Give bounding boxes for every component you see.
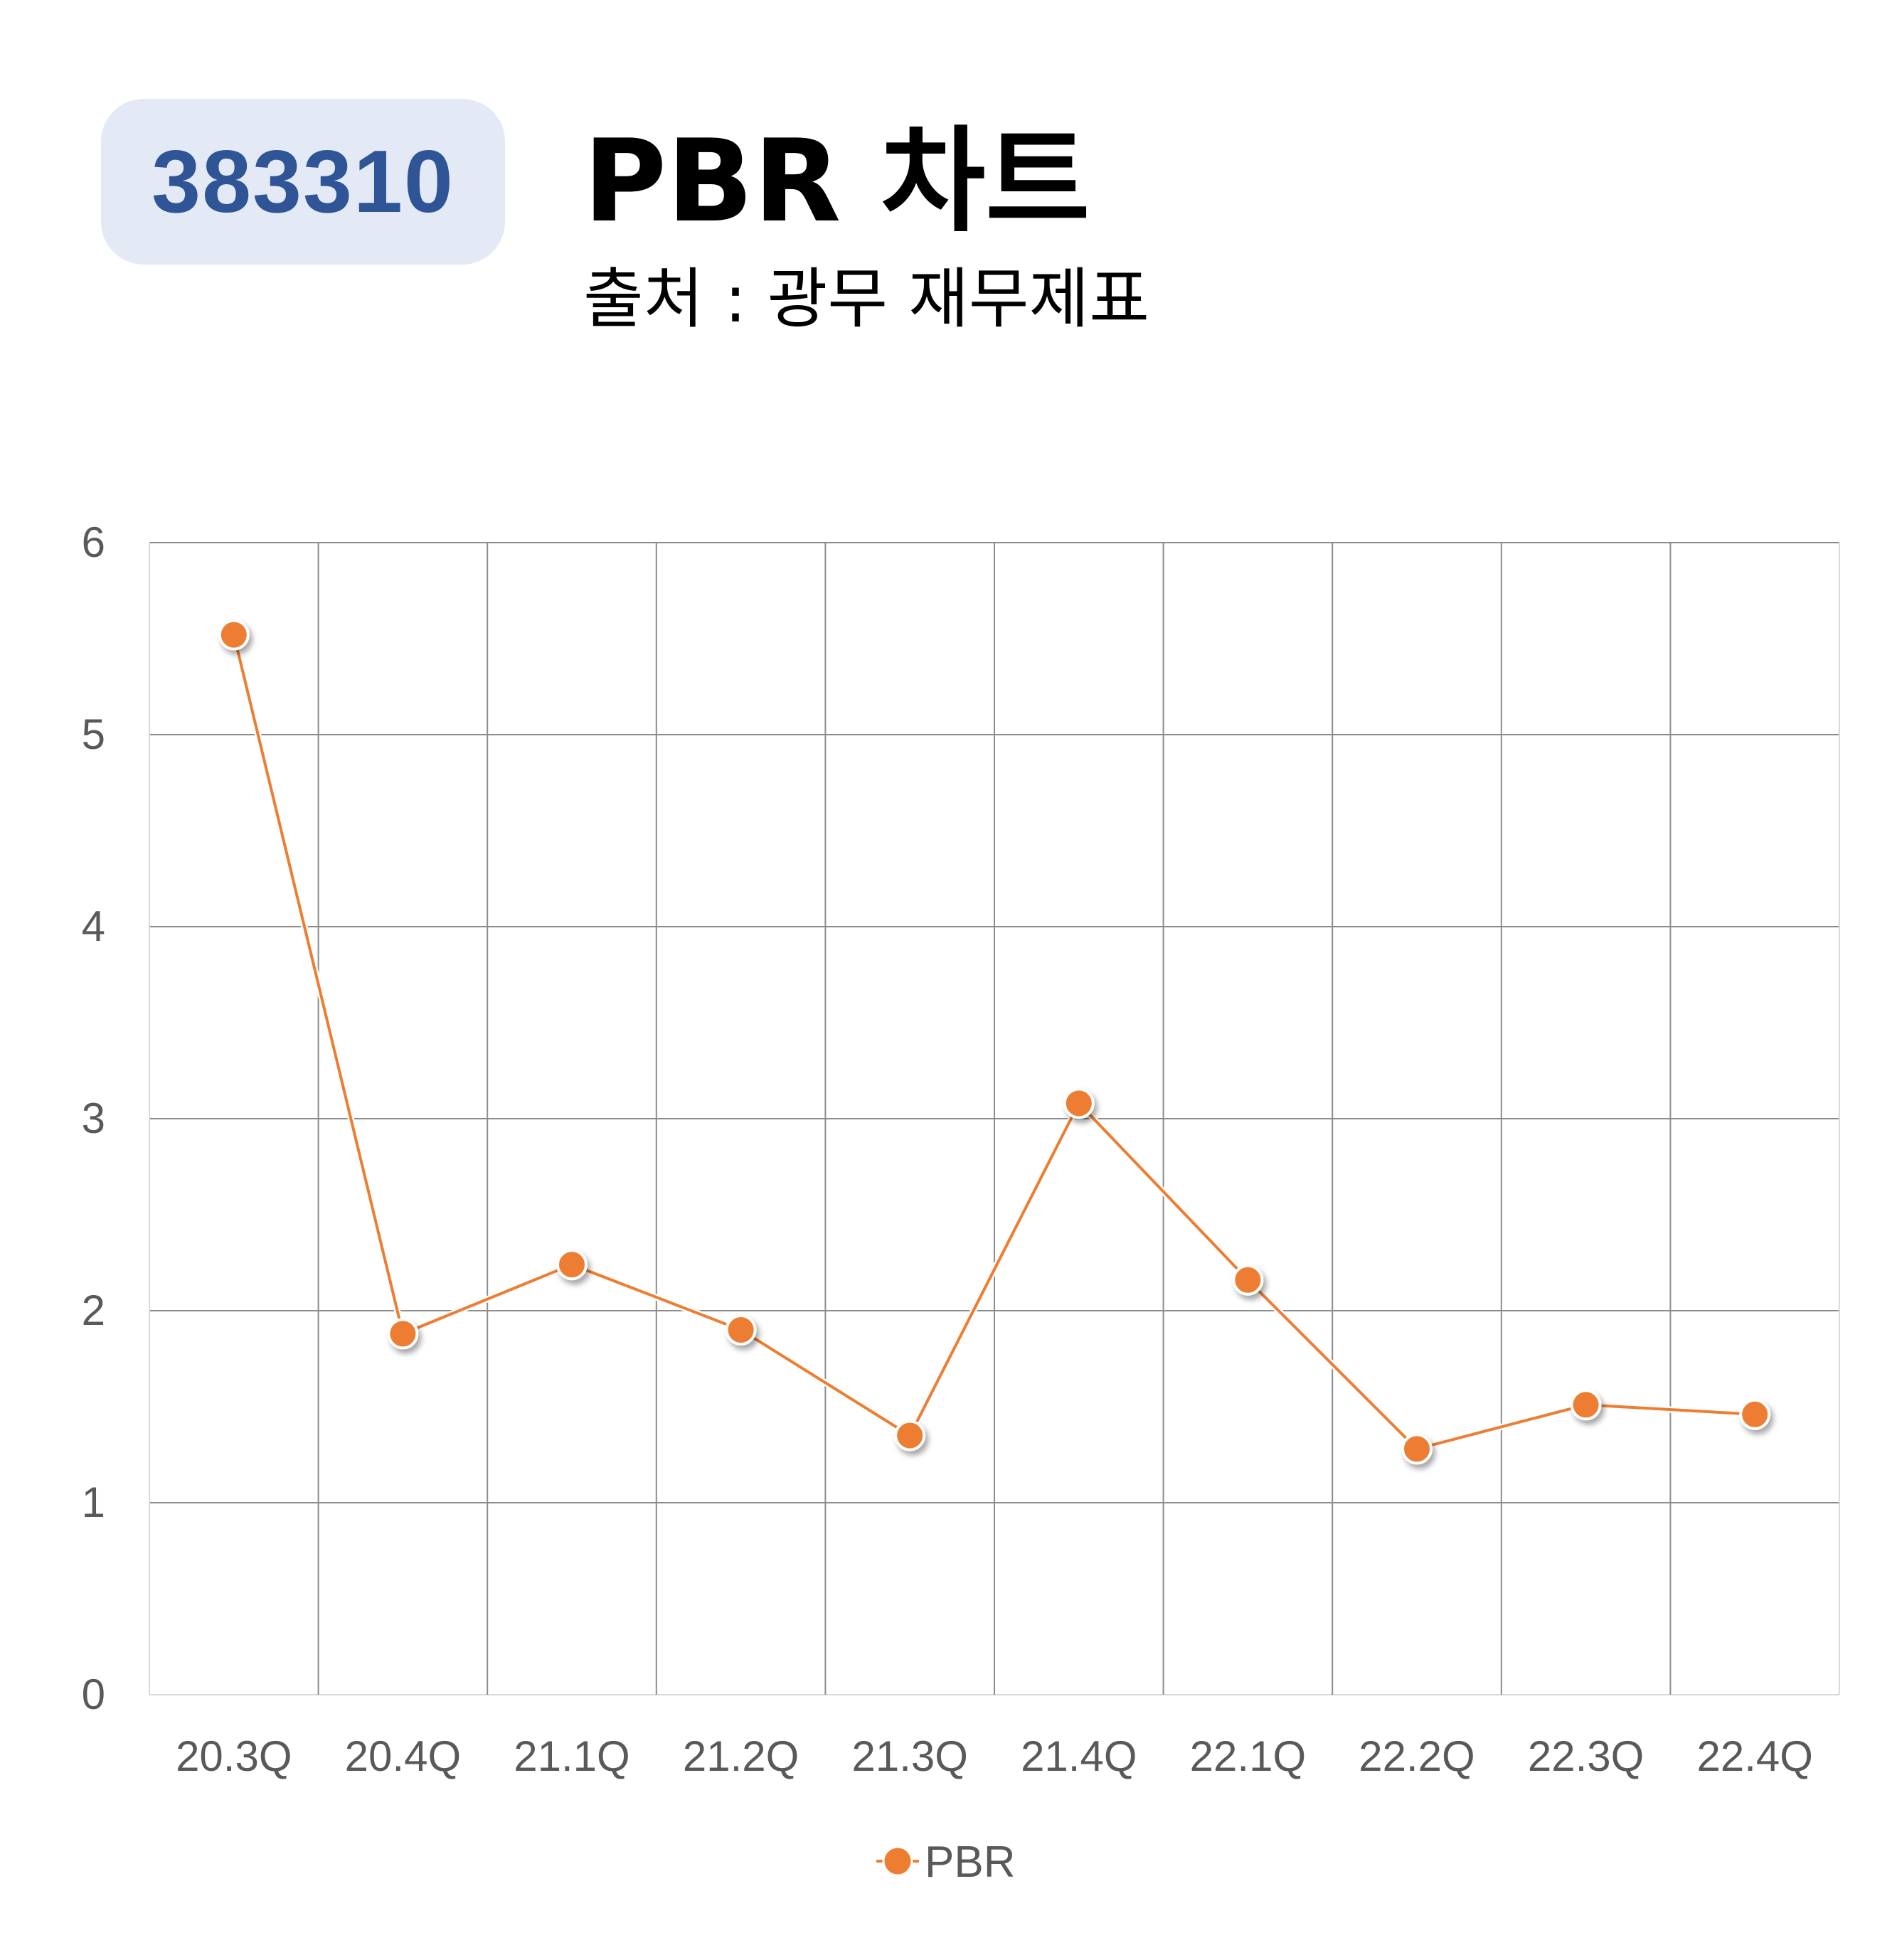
x-tick-label: 21.1Q (514, 1732, 629, 1780)
x-axis-ticks: 20.3Q 20.4Q 21.1Q 21.2Q 21.3Q 21.4Q 22.1Q 22.2Q… (176, 1732, 1813, 1780)
data-point (725, 1314, 757, 1346)
x-tick-label: 20.3Q (176, 1732, 292, 1780)
series-line (232, 634, 1755, 1451)
y-tick-label: 1 (82, 1479, 105, 1526)
x-tick-label: 22.4Q (1696, 1732, 1812, 1780)
x-tick-label: 21.4Q (1021, 1732, 1137, 1780)
data-point (894, 1420, 926, 1452)
legend: PBR (876, 1838, 1015, 1887)
data-point (1063, 1087, 1095, 1119)
legend-label: PBR (925, 1838, 1015, 1887)
chart-grid (149, 542, 1840, 1695)
x-tick-label: 22.2Q (1359, 1732, 1474, 1780)
stock-code-badge: 383310 (101, 99, 505, 265)
data-point (1570, 1389, 1602, 1421)
y-tick-label: 0 (82, 1671, 105, 1718)
stock-code: 383310 (152, 132, 455, 231)
x-tick-label: 21.2Q (683, 1732, 799, 1780)
series-pbr (218, 619, 1771, 1465)
data-point (218, 619, 250, 651)
x-tick-label: 22.3Q (1528, 1732, 1644, 1780)
y-tick-label: 4 (82, 902, 105, 950)
chart-title: PBR 차트 (583, 114, 1090, 247)
x-tick-label: 21.3Q (851, 1732, 967, 1780)
data-point (387, 1318, 419, 1350)
y-axis-ticks: 0 1 2 3 4 5 6 (82, 518, 105, 1718)
y-tick-label: 3 (82, 1094, 105, 1142)
x-tick-label: 22.1Q (1190, 1732, 1306, 1780)
x-tick-label: 20.4Q (345, 1732, 461, 1780)
data-point (556, 1249, 588, 1281)
y-tick-label: 2 (82, 1287, 105, 1334)
data-point (1232, 1264, 1264, 1296)
y-tick-label: 6 (82, 518, 105, 566)
chart-source: 출처 : 광무 재무제표 (583, 261, 1149, 337)
legend-marker (882, 1846, 913, 1877)
data-point (1401, 1433, 1433, 1465)
data-point (1739, 1398, 1771, 1430)
y-tick-label: 5 (82, 710, 105, 758)
pbr-line-chart: 0 1 2 3 4 5 6 20.3Q 20.4Q 21.1Q 21.2Q 21.3Q 21.4Q 22… (82, 518, 1840, 1887)
